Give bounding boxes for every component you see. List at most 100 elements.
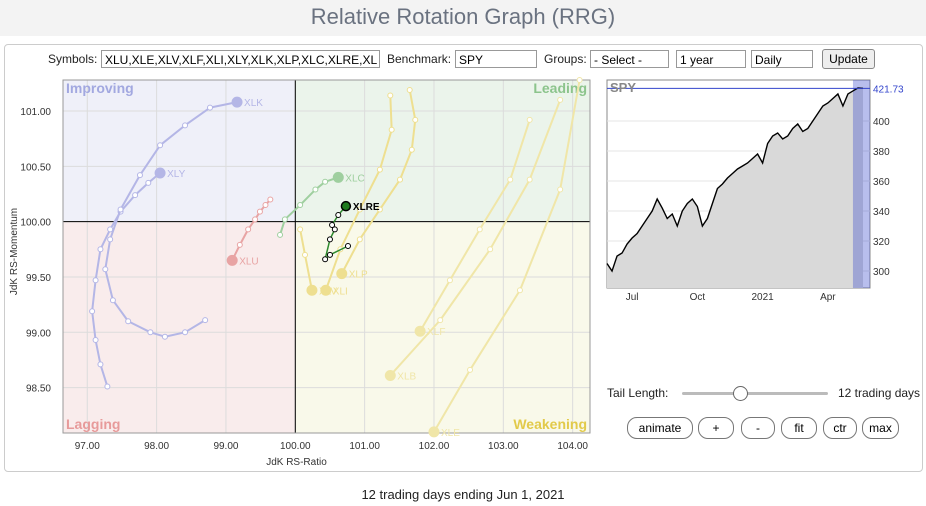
tail-point bbox=[356, 206, 363, 213]
tail-point bbox=[526, 116, 533, 123]
tail-head bbox=[154, 167, 166, 179]
tail-point bbox=[182, 122, 189, 129]
plot-frame bbox=[62, 79, 591, 434]
tail-point bbox=[107, 236, 114, 243]
tail-point bbox=[331, 226, 338, 233]
tail-point bbox=[526, 176, 533, 183]
tail-point bbox=[516, 287, 523, 294]
tail-head bbox=[428, 426, 440, 438]
x-tick-label: 97.00 bbox=[75, 441, 100, 452]
last-price-label: 421.73 bbox=[873, 84, 904, 95]
tail-point bbox=[256, 208, 263, 215]
tail-head bbox=[332, 171, 344, 183]
tail-point bbox=[476, 226, 483, 233]
tail-point bbox=[408, 146, 415, 153]
series-label: XLP bbox=[349, 270, 368, 281]
tail-point bbox=[326, 251, 333, 258]
tail: XLB bbox=[384, 96, 564, 382]
symbols-label: Symbols: bbox=[48, 52, 98, 66]
x-tick-label: 99.00 bbox=[213, 441, 238, 452]
tail: XLU bbox=[226, 196, 274, 267]
x-tick-label: 2021 bbox=[751, 292, 774, 303]
groups-label: Groups: bbox=[544, 52, 587, 66]
series-label: XLE bbox=[441, 428, 460, 439]
control-button[interactable]: animate bbox=[627, 417, 693, 439]
tail: XLP bbox=[336, 86, 419, 281]
quadrant-label: Leading bbox=[533, 80, 587, 96]
x-axis-label: JdK RS-Ratio bbox=[266, 457, 327, 468]
tail-line bbox=[324, 95, 393, 291]
tail-point bbox=[125, 318, 132, 325]
tail-point bbox=[297, 226, 304, 233]
symbols-input[interactable]: XLU,XLE,XLV,XLF,XLI,XLY,XLK,XLP,XLC,XLRE… bbox=[101, 50, 380, 68]
tail-point bbox=[467, 366, 474, 373]
update-button[interactable]: Update bbox=[822, 49, 875, 69]
header bbox=[0, 0, 926, 36]
tail-head bbox=[340, 200, 352, 212]
tail-point bbox=[387, 92, 394, 99]
tail-point bbox=[252, 216, 259, 223]
x-tick-label: 102.00 bbox=[419, 441, 450, 452]
y-tick-label: 100.00 bbox=[20, 218, 51, 229]
series-label: XLV bbox=[319, 286, 337, 297]
series-label: XLB bbox=[397, 371, 416, 382]
tail-point bbox=[356, 236, 363, 243]
control-button[interactable]: + bbox=[698, 417, 734, 439]
y-tick-label: 100.50 bbox=[20, 162, 51, 173]
tail-point bbox=[557, 96, 564, 103]
tail-point bbox=[376, 166, 383, 173]
tail: XLV bbox=[297, 226, 337, 297]
x-tick-label: 100.00 bbox=[280, 441, 311, 452]
tail-point bbox=[107, 226, 114, 233]
price-line bbox=[606, 87, 864, 273]
tail-head bbox=[226, 254, 238, 266]
x-tick-label: Jul bbox=[626, 292, 639, 303]
control-button[interactable]: ctr bbox=[823, 417, 857, 439]
tail-head bbox=[414, 325, 426, 337]
tail: XLRE bbox=[322, 200, 380, 263]
series-label: XLF bbox=[427, 327, 445, 338]
tail-point bbox=[89, 308, 96, 315]
tail-point bbox=[132, 192, 139, 199]
benchmark-label: Benchmark: bbox=[387, 52, 452, 66]
tail-point bbox=[446, 277, 453, 284]
quadrant-label: Lagging bbox=[66, 416, 120, 432]
x-tick-label: 103.00 bbox=[488, 441, 519, 452]
tail-point bbox=[281, 216, 288, 223]
benchmark-input[interactable]: SPY bbox=[455, 50, 537, 68]
series-label: XLRE bbox=[353, 202, 380, 213]
period-select[interactable]: 1 year bbox=[676, 50, 746, 68]
tail-slider[interactable] bbox=[682, 392, 828, 395]
x-tick-label: Oct bbox=[690, 292, 706, 303]
frequency-select[interactable]: Daily bbox=[751, 50, 813, 68]
tail-point bbox=[335, 212, 342, 219]
control-button[interactable]: - bbox=[741, 417, 775, 439]
y-tick-label: 400 bbox=[873, 117, 890, 128]
series-label: XLI bbox=[333, 286, 348, 297]
tail-point bbox=[104, 383, 111, 390]
tail-point bbox=[388, 126, 395, 133]
y-tick-label: 99.50 bbox=[26, 273, 51, 284]
footer: 12 trading days ending Jun 1, 2021 bbox=[361, 487, 565, 502]
tail-head bbox=[306, 284, 318, 296]
tail-point bbox=[326, 236, 333, 243]
y-tick-label: 101.00 bbox=[20, 107, 51, 118]
tail-point bbox=[344, 242, 351, 249]
tail-point bbox=[92, 277, 99, 284]
tail-point bbox=[102, 266, 109, 273]
tail-point bbox=[507, 176, 514, 183]
tail: XLF bbox=[414, 116, 533, 338]
y-tick-label: 360 bbox=[873, 177, 890, 188]
tail-point bbox=[412, 116, 419, 123]
tail-point bbox=[97, 361, 104, 368]
tail-point bbox=[406, 86, 413, 93]
control-button[interactable]: fit bbox=[781, 417, 817, 439]
tail-point bbox=[297, 202, 304, 209]
tail-point bbox=[236, 241, 243, 248]
control-button[interactable]: max bbox=[862, 417, 899, 439]
tail-slider-handle[interactable] bbox=[733, 386, 748, 401]
groups-select[interactable]: - Select - bbox=[590, 50, 669, 68]
x-tick-label: 98.00 bbox=[144, 441, 169, 452]
